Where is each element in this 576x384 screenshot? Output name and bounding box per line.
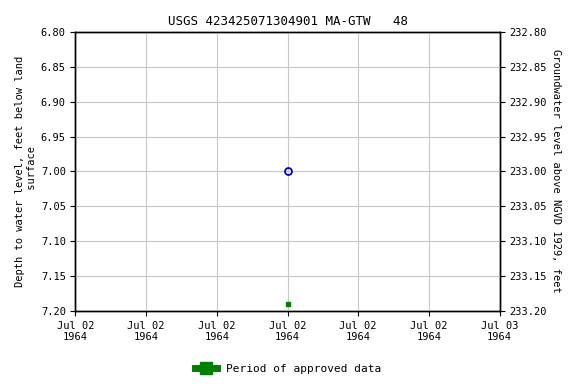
Y-axis label: Groundwater level above NGVD 1929, feet: Groundwater level above NGVD 1929, feet [551, 50, 561, 293]
Legend: Period of approved data: Period of approved data [191, 359, 385, 379]
Title: USGS 423425071304901 MA-GTW   48: USGS 423425071304901 MA-GTW 48 [168, 15, 408, 28]
Y-axis label: Depth to water level, feet below land
 surface: Depth to water level, feet below land su… [15, 56, 37, 287]
